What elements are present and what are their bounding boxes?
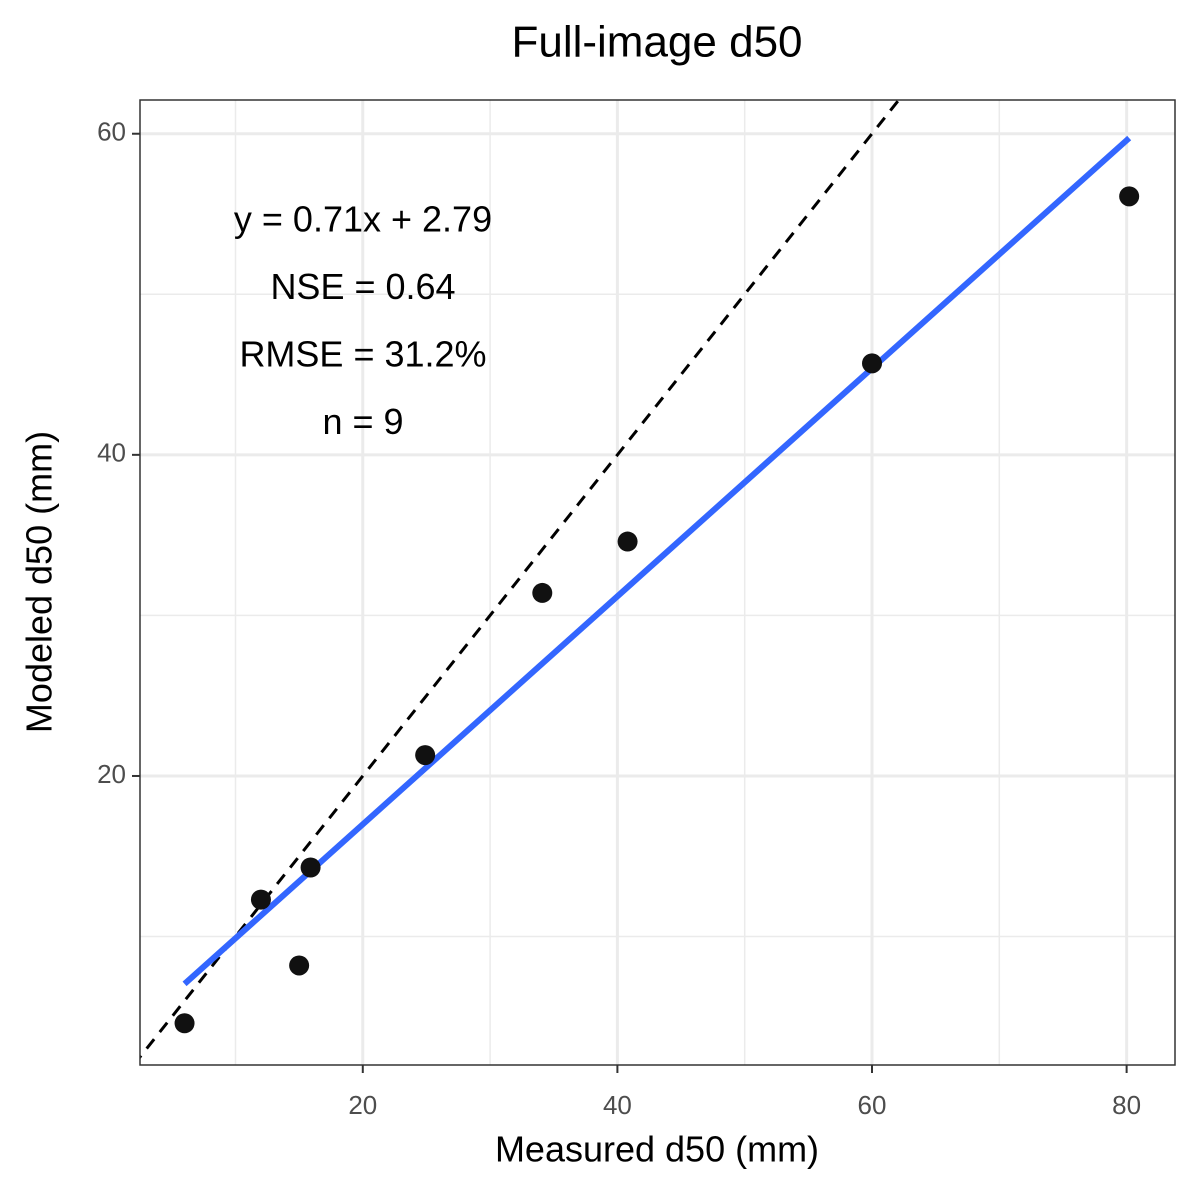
annotation: RMSE = 31.2%	[239, 334, 486, 375]
x-axis-label: Measured d50 (mm)	[495, 1129, 819, 1170]
y-tick-label: 20	[97, 759, 126, 789]
identity-line	[140, 100, 900, 1060]
point	[289, 955, 310, 976]
point	[174, 1013, 195, 1034]
annotation: NSE = 0.64	[270, 266, 455, 307]
panel-border	[139, 99, 1176, 1066]
plot-area	[140, 100, 1140, 1060]
point	[617, 531, 638, 552]
x-tick-label: 20	[348, 1090, 377, 1120]
point	[1119, 186, 1140, 207]
annotation: n = 9	[322, 401, 403, 442]
point	[300, 857, 321, 878]
chart-title: Full-image d50	[511, 18, 802, 67]
point	[250, 889, 271, 910]
annotation: y = 0.71x + 2.79	[234, 199, 492, 240]
y-axis-label: Modeled d50 (mm)	[19, 431, 60, 733]
y-tick-label: 60	[97, 117, 126, 147]
x-tick-label: 40	[603, 1090, 632, 1120]
point	[415, 745, 436, 766]
point	[532, 582, 553, 603]
x-tick-label: 80	[1112, 1090, 1141, 1120]
y-tick-label: 40	[97, 438, 126, 468]
fit-line	[182, 135, 1132, 987]
x-tick-label: 60	[858, 1090, 887, 1120]
point	[862, 353, 883, 374]
